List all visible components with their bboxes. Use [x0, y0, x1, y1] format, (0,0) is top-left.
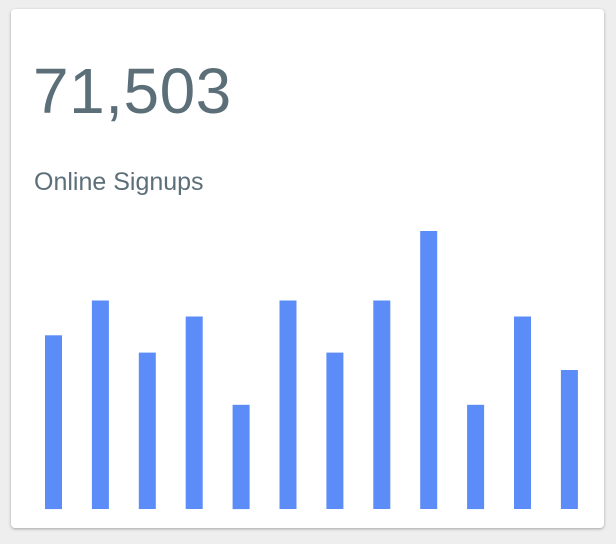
bar-10	[467, 404, 485, 510]
bar-2	[91, 300, 109, 509]
bar-9	[420, 231, 438, 509]
stat-label: Online Signups	[34, 168, 204, 196]
bar-11	[514, 316, 531, 509]
bar-3	[138, 352, 156, 509]
bar-8	[373, 300, 391, 509]
stat-card: 71,503 Online Signups	[11, 9, 604, 528]
signups-bar-chart	[45, 231, 578, 510]
bar-1	[45, 335, 62, 510]
bar-12	[560, 370, 578, 509]
bar-6	[279, 300, 297, 509]
bar-7	[326, 352, 344, 509]
bar-5	[232, 404, 250, 510]
stat-value: 71,503	[33, 55, 232, 127]
bar-4	[185, 316, 203, 509]
